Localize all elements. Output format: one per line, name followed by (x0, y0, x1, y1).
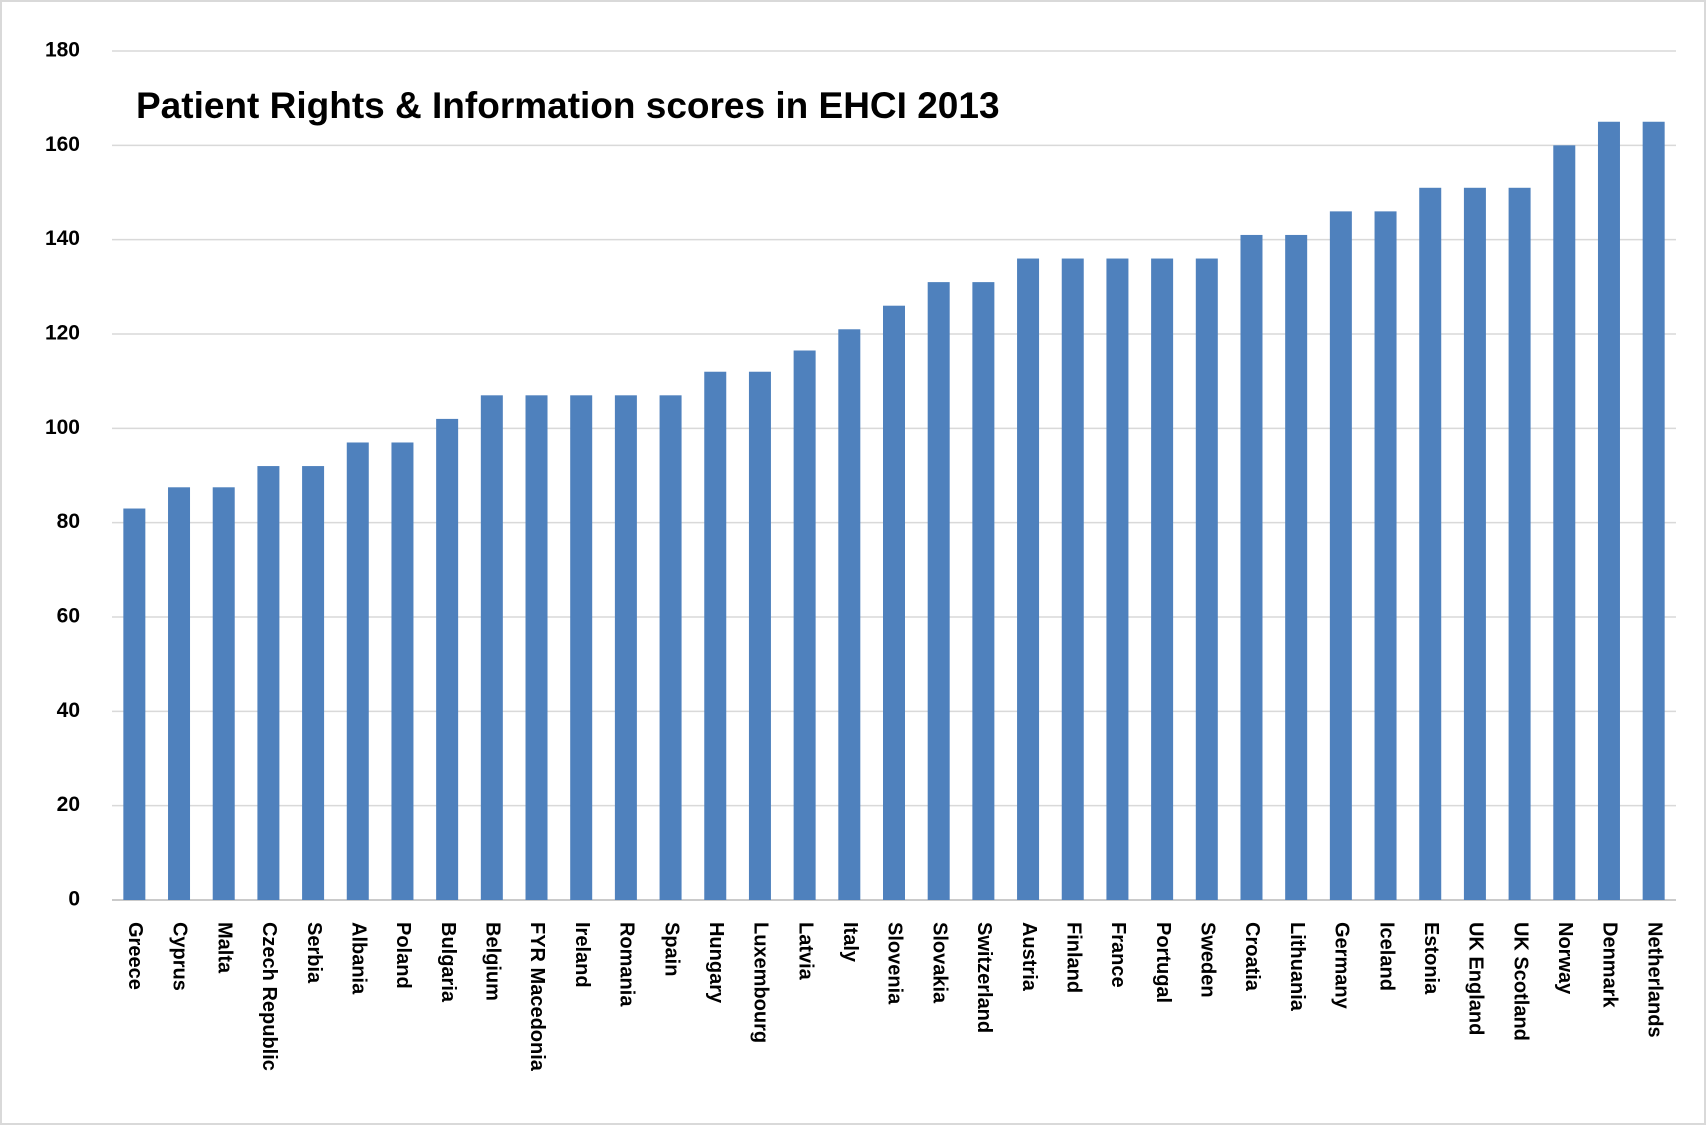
bar (1463, 187, 1486, 901)
x-tick-label: Serbia (303, 922, 325, 984)
x-tick-label: UK Scotland (1509, 922, 1531, 1041)
bar (614, 395, 637, 900)
x-tick-label: Czech Republic (258, 922, 280, 1071)
bar (1061, 258, 1084, 900)
bar (346, 442, 369, 900)
x-tick-label: Latvia (794, 922, 816, 981)
bar (927, 282, 950, 900)
bar (1642, 121, 1665, 900)
x-tick-label: Lithuania (1286, 922, 1308, 1012)
bar (1285, 234, 1308, 900)
bar (838, 329, 861, 900)
chart-title: Patient Rights & Information scores in E… (136, 85, 1000, 126)
bar (525, 395, 548, 900)
x-tick-label: Croatia (1241, 922, 1263, 992)
y-tick-label: 60 (57, 605, 80, 628)
x-tick-label: Slovenia (884, 922, 906, 1005)
bar (704, 371, 727, 900)
bar (748, 371, 771, 900)
x-tick-label: Hungary (705, 922, 727, 1004)
bar (480, 395, 503, 900)
bar (570, 395, 593, 900)
x-tick-label: Germany (1331, 922, 1353, 1010)
x-tick-label: Ireland (571, 922, 593, 988)
bar (1329, 211, 1352, 900)
x-tick-label: Austria (1018, 922, 1040, 992)
x-tick-label: Switzerland (973, 922, 995, 1033)
x-tick-label: Finland (1062, 922, 1084, 993)
bar (391, 442, 414, 900)
x-tick-label: Italy (839, 922, 861, 963)
bar (436, 418, 459, 900)
y-tick-label: 140 (45, 227, 80, 250)
bar (1240, 234, 1263, 900)
x-tick-label: Albania (347, 922, 369, 995)
y-tick-label: 0 (68, 888, 80, 911)
x-tick-label: Romania (616, 922, 638, 1007)
bar (1195, 258, 1218, 900)
x-tick-label: Malta (213, 922, 235, 974)
bar (659, 395, 682, 900)
x-tick-label: Luxembourg (750, 922, 772, 1043)
x-tick-label: Bulgaria (437, 922, 459, 1003)
bar (883, 305, 905, 900)
y-tick-label: 80 (57, 510, 80, 533)
bar (302, 466, 325, 900)
bar (1151, 258, 1174, 900)
y-tick-label: 180 (45, 39, 80, 62)
x-tick-label: Netherlands (1643, 922, 1665, 1038)
x-tick-label: Greece (124, 922, 146, 990)
x-tick-label: France (1107, 922, 1129, 988)
bar (793, 350, 816, 901)
bar (168, 487, 191, 900)
bar (1597, 121, 1620, 900)
x-tick-label: Portugal (1152, 922, 1174, 1003)
bar (1017, 258, 1040, 900)
x-tick-label: Iceland (1375, 922, 1397, 991)
x-tick-label: Norway (1554, 922, 1576, 995)
x-tick-label: Denmark (1599, 922, 1621, 1008)
x-tick-label: Cyprus (169, 922, 191, 991)
bar (1508, 187, 1531, 901)
y-tick-label: 160 (45, 133, 80, 156)
bar (212, 487, 235, 900)
x-tick-label: Belgium (482, 922, 504, 1001)
bar (972, 282, 995, 900)
x-tick-label: Poland (392, 922, 414, 989)
bar (123, 508, 146, 900)
y-tick-label: 40 (57, 699, 80, 722)
y-tick-label: 120 (45, 322, 80, 345)
x-tick-label: Estonia (1420, 922, 1442, 995)
y-tick-label: 100 (45, 416, 80, 439)
bar (257, 466, 280, 900)
bar (1374, 211, 1397, 900)
bar (1106, 258, 1129, 900)
x-tick-label: Spain (660, 922, 682, 976)
x-tick-label: UK England (1465, 922, 1487, 1035)
x-tick-label: Slovakia (928, 922, 950, 1004)
bar (1553, 145, 1576, 901)
bar (1419, 187, 1442, 901)
y-tick-label: 20 (57, 793, 80, 816)
x-tick-label: FYR Macedonia (526, 922, 548, 1072)
x-tick-label: Sweden (1197, 922, 1219, 998)
